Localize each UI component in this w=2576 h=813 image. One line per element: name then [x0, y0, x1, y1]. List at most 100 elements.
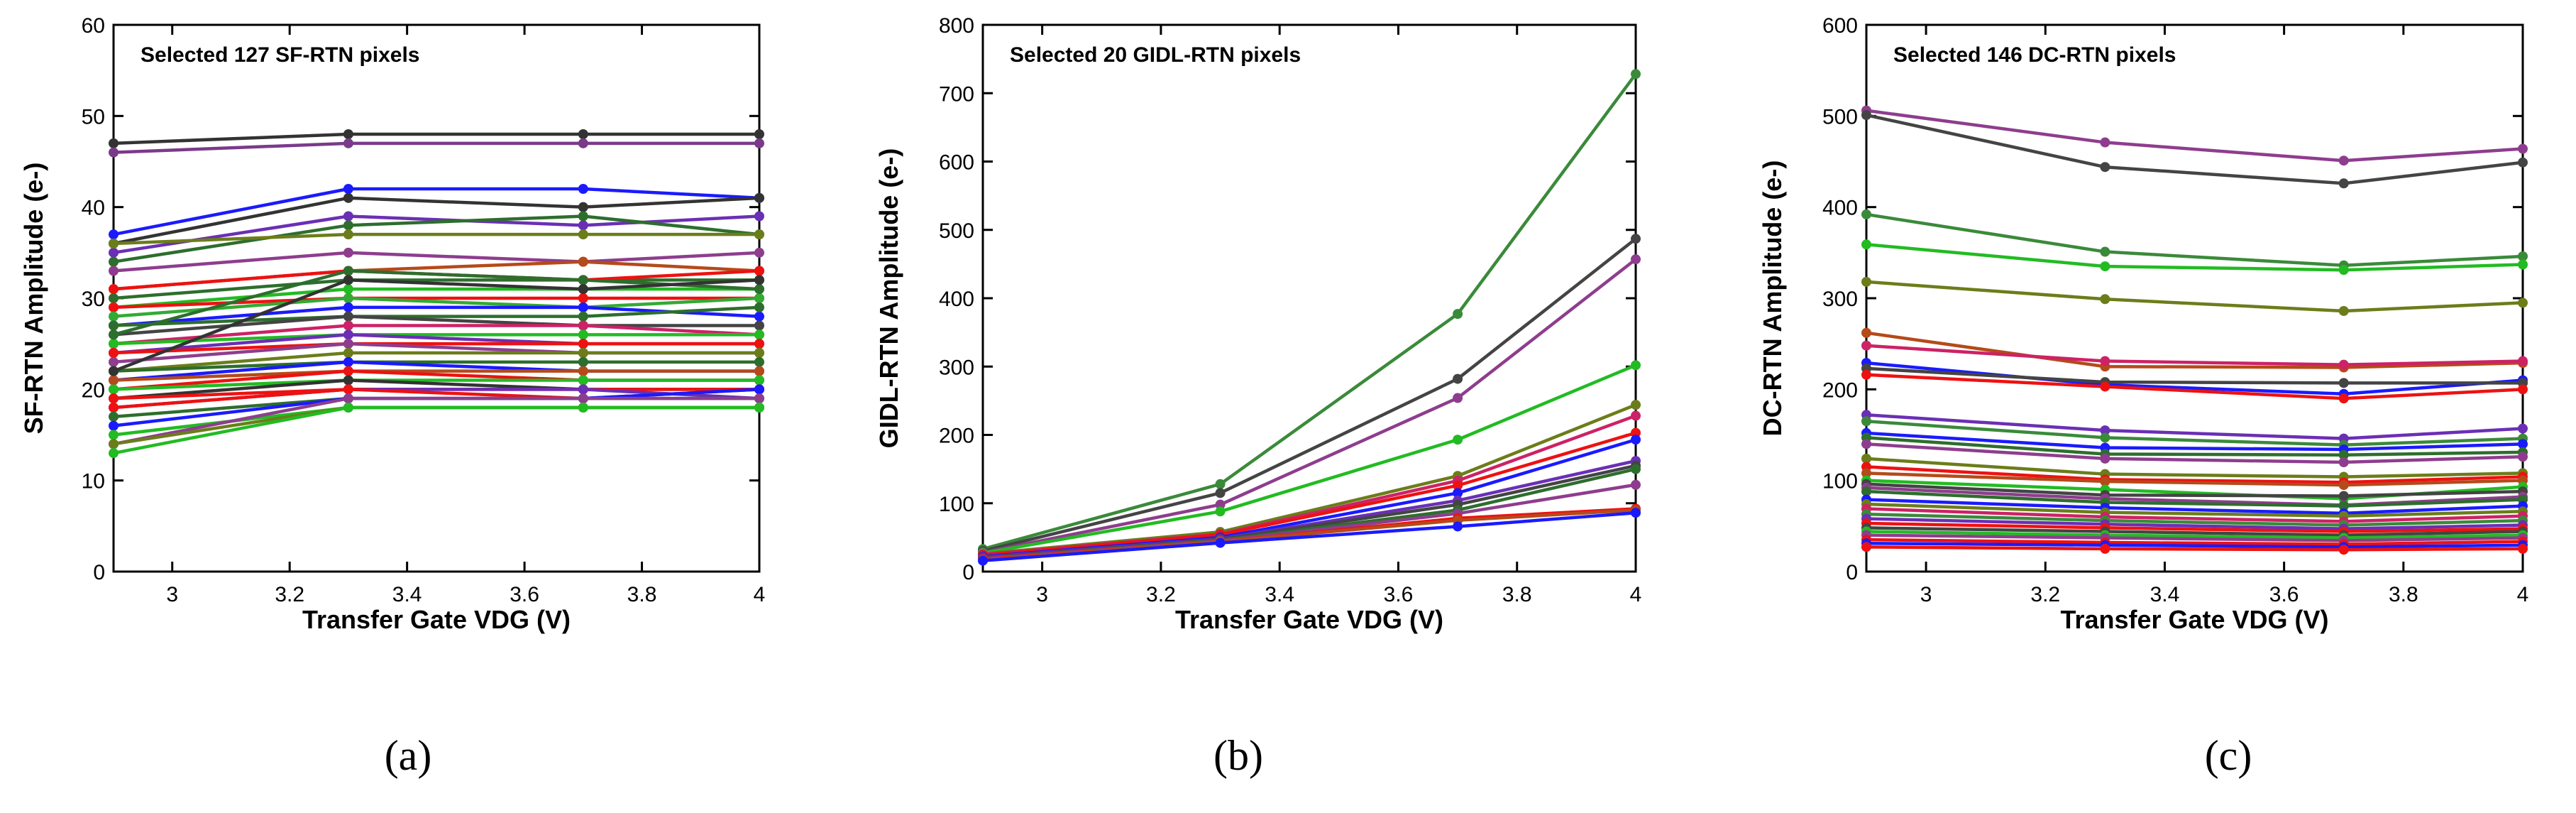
data-point — [754, 356, 764, 367]
series-line — [982, 258, 1637, 555]
series-line — [1866, 533, 2523, 542]
data-point — [343, 192, 353, 203]
series-line — [113, 132, 759, 146]
series-line — [1866, 521, 2523, 533]
data-point — [109, 311, 119, 322]
data-point — [2338, 265, 2349, 275]
series-line — [1866, 113, 2523, 185]
series-1 — [109, 138, 764, 158]
data-point — [343, 247, 353, 258]
data-point — [1861, 276, 1871, 287]
data-point — [1861, 327, 1871, 338]
data-point — [754, 293, 764, 303]
series-line — [113, 196, 760, 246]
series-line — [1866, 545, 2523, 552]
y-tick-label: 700 — [939, 82, 974, 106]
x-tick-label: 3.6 — [1384, 583, 1414, 606]
series-line — [1866, 420, 2523, 447]
series-line — [1866, 373, 2523, 400]
data-point — [2518, 423, 2528, 434]
y-tick-label: 800 — [939, 14, 974, 38]
data-point — [754, 284, 764, 295]
data-point — [578, 348, 588, 358]
data-point — [1215, 499, 1226, 510]
series-line — [113, 187, 760, 236]
series-line — [1866, 442, 2523, 464]
y-tick-label: 500 — [1822, 105, 1858, 129]
data-point — [754, 384, 764, 395]
data-point — [2100, 294, 2110, 305]
data-point — [1631, 464, 1641, 474]
data-point — [578, 384, 588, 395]
data-point — [578, 393, 588, 404]
data-point — [1453, 309, 1463, 320]
data-point — [1215, 506, 1226, 517]
data-point — [754, 129, 764, 139]
data-point — [343, 211, 353, 222]
data-point — [343, 339, 353, 349]
series-line — [1866, 431, 2523, 452]
plot-frame — [981, 23, 1637, 573]
data-point — [2338, 480, 2349, 491]
y-axis-label: SF-RTN Amplitude (e-) — [19, 163, 48, 435]
y-tick-label: 0 — [1846, 561, 1858, 584]
series-11 — [1861, 416, 2528, 450]
caption-b: (b) — [1213, 732, 1263, 779]
data-point — [343, 184, 353, 194]
series-line — [113, 396, 759, 446]
series-line — [113, 214, 760, 263]
data-point — [754, 320, 764, 331]
x-tick-label: 3.4 — [1265, 583, 1294, 606]
data-point — [343, 129, 353, 139]
series-line — [113, 360, 759, 373]
data-point — [2100, 356, 2110, 366]
data-point — [1631, 400, 1641, 410]
data-point — [754, 393, 764, 404]
chart-title: Selected 146 DC-RTN pixels — [1893, 43, 2176, 67]
data-point — [754, 247, 764, 258]
series-line — [1866, 538, 2523, 546]
series-line — [1866, 512, 2523, 527]
caption-c: (c) — [2204, 732, 2252, 779]
data-point — [578, 302, 588, 312]
data-point — [1861, 110, 1871, 121]
series-line — [113, 333, 759, 346]
data-point — [343, 138, 353, 148]
data-point — [2338, 359, 2349, 370]
y-tick-label: 500 — [939, 219, 974, 243]
series-1 — [1861, 110, 2528, 189]
y-tick-label: 20 — [82, 378, 105, 402]
data-point — [2338, 305, 2349, 316]
data-point — [2518, 157, 2528, 168]
series-line — [1866, 489, 2523, 508]
x-tick-label: 4 — [754, 583, 766, 606]
x-tick-label: 3.8 — [627, 583, 657, 606]
x-axis-label: Transfer Gate VDG (V) — [302, 605, 571, 634]
series-line — [113, 278, 760, 373]
series-line — [982, 72, 1637, 551]
y-tick-label: 300 — [939, 356, 974, 379]
data-point — [109, 138, 119, 148]
series-line — [1866, 541, 2523, 549]
data-point — [578, 356, 588, 367]
data-point — [578, 284, 588, 295]
data-point — [1861, 369, 1871, 380]
data-point — [578, 375, 588, 386]
data-point — [109, 147, 119, 158]
data-point — [343, 275, 353, 285]
series-line — [1866, 498, 2523, 515]
series-line — [113, 305, 760, 327]
data-point — [109, 229, 119, 240]
data-point — [109, 448, 119, 459]
data-point — [2100, 453, 2110, 464]
series-line — [113, 351, 759, 373]
data-point — [109, 384, 119, 395]
data-point — [2518, 259, 2528, 270]
data-point — [1453, 488, 1463, 498]
data-point — [754, 339, 764, 349]
data-point — [578, 211, 588, 222]
x-tick-label: 3.2 — [1146, 583, 1176, 606]
series-3 — [1861, 239, 2528, 275]
data-point — [343, 356, 353, 367]
series-line — [113, 141, 759, 154]
